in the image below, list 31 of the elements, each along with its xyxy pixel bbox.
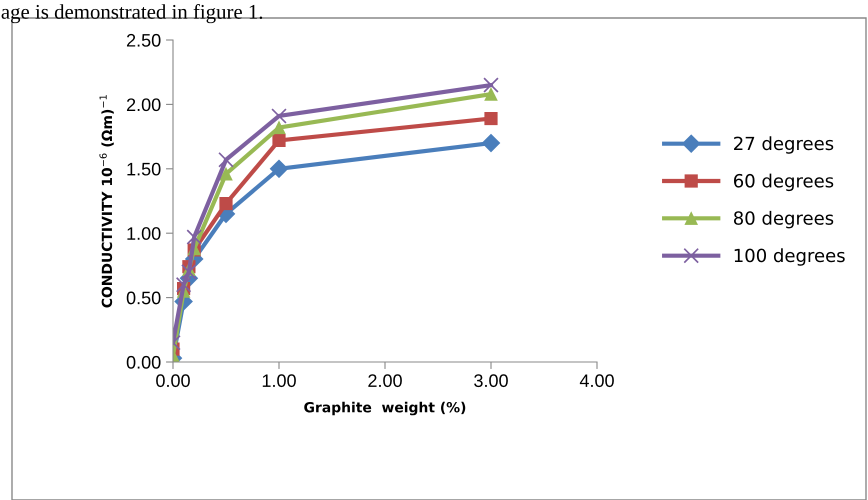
point: [270, 160, 288, 178]
x-tick-label: 3.00: [474, 374, 508, 388]
y-tick-label: 0.00: [126, 356, 160, 369]
x-axis-title: Graphite weight (%): [304, 402, 466, 416]
y-tick-label: 1.50: [127, 162, 160, 176]
point: [219, 196, 233, 210]
x-tick-label: 1.00: [262, 374, 296, 388]
point: [271, 108, 287, 124]
y-tick-label: 2.00: [126, 98, 160, 112]
text: age is demonstrated in figure 1.: [2, 4, 262, 24]
point: [272, 134, 286, 148]
point: [219, 167, 233, 181]
x-tick-label: 0.00: [156, 374, 190, 388]
x-tick-label: 4.00: [580, 374, 614, 388]
y-axis-title: CONDUCTIVITY 10$^{−6}$ (Ωm)$^{−1}$: [99, 95, 114, 308]
point: [218, 152, 234, 168]
x-tick-label: 2.00: [368, 374, 402, 388]
y-tick-label: 1.00: [127, 227, 160, 240]
y-tick-label: 2.50: [126, 34, 160, 47]
legend-label: 60 degrees: [734, 174, 834, 192]
point: [482, 134, 500, 152]
point: [186, 229, 202, 245]
legend-label: 27 degrees: [734, 136, 834, 154]
point: [483, 77, 499, 93]
y-tick-label: 0.50: [126, 292, 160, 304]
legend-label: 80 degrees: [734, 210, 834, 228]
point: [176, 276, 192, 292]
point: [484, 87, 498, 101]
legend-label: 100 degrees: [734, 248, 845, 266]
point: [484, 112, 498, 126]
point: [181, 264, 197, 280]
